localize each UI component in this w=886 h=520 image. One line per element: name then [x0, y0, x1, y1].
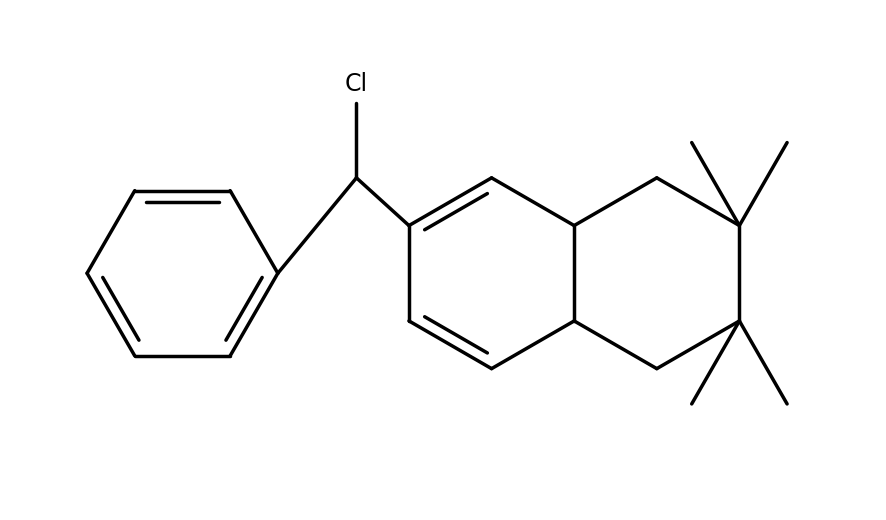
Text: Cl: Cl: [345, 72, 368, 96]
